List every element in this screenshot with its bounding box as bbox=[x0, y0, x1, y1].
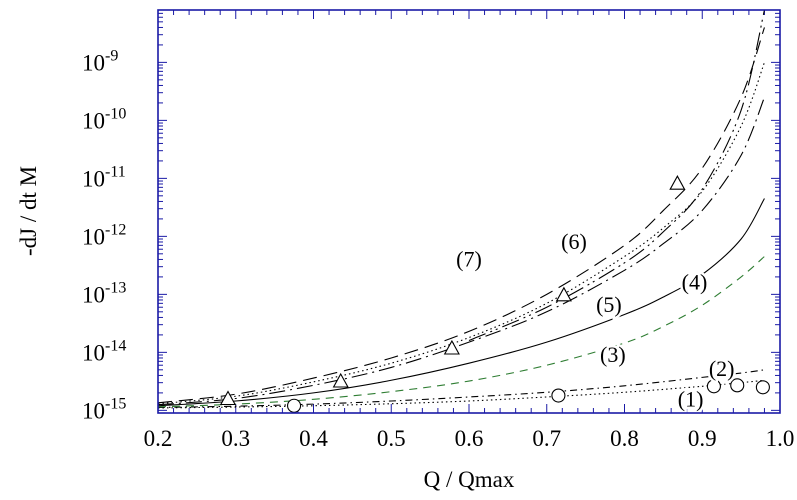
curve-label: (6) bbox=[561, 229, 587, 254]
triangle-marker bbox=[669, 175, 686, 190]
circle-marker bbox=[551, 388, 566, 403]
curve-label: (1) bbox=[678, 386, 704, 411]
x-tick-label: 0.6 bbox=[455, 426, 484, 451]
y-tick-label: 10-10 bbox=[82, 105, 126, 133]
circle-marker bbox=[755, 380, 770, 395]
plot-frame bbox=[157, 9, 781, 414]
y-tick-label: 10-12 bbox=[82, 221, 126, 249]
y-tick-label: 10-15 bbox=[82, 395, 126, 423]
x-tick-label: 0.4 bbox=[299, 426, 328, 451]
series-line bbox=[157, 369, 765, 409]
series-markers bbox=[219, 175, 770, 413]
series-line bbox=[157, 256, 765, 408]
curve-label: (2) bbox=[709, 356, 735, 381]
triangle-marker bbox=[332, 372, 349, 388]
series-line bbox=[157, 27, 765, 404]
x-tick-label: 0.8 bbox=[610, 426, 639, 451]
curve-label: (7) bbox=[456, 246, 482, 271]
curve-labels: (1)(2) (3) (4) (5) (6) (7) bbox=[454, 226, 737, 413]
series-line bbox=[157, 198, 765, 407]
triangle-marker bbox=[555, 286, 572, 302]
series-line bbox=[468, 9, 765, 342]
axis-ticks bbox=[157, 9, 781, 414]
y-tick-label: 10-14 bbox=[82, 337, 126, 365]
circle-marker bbox=[730, 378, 745, 393]
series-line bbox=[157, 379, 765, 409]
y-tick-label: 10-11 bbox=[82, 163, 126, 191]
circle-marker bbox=[706, 379, 721, 394]
series-curves bbox=[157, 9, 765, 409]
series-line bbox=[157, 97, 765, 406]
x-tick-labels: 0.2 0.3 0.4 0.5 0.6 0.7 0.8 0.9 1.0 bbox=[144, 426, 795, 451]
curve-label: (4) bbox=[682, 270, 708, 295]
y-tick-label: 10-13 bbox=[82, 279, 126, 307]
x-tick-label: 0.9 bbox=[688, 426, 717, 451]
triangle-marker bbox=[219, 390, 237, 406]
y-tick-label: 10-9 bbox=[82, 47, 118, 75]
x-tick-label: 0.2 bbox=[144, 426, 173, 451]
y-axis-title: -dJ / dt M bbox=[16, 166, 41, 256]
x-tick-label: 0.3 bbox=[221, 426, 250, 451]
curve-label: (3) bbox=[600, 342, 626, 367]
x-tick-label: 0.7 bbox=[532, 426, 561, 451]
triangle-marker bbox=[443, 339, 460, 355]
curve-label: (5) bbox=[596, 292, 622, 317]
y-tick-labels: 10-15 10-14 10-13 10-12 10-11 10-10 10-9 bbox=[82, 47, 126, 423]
x-tick-label: 0.5 bbox=[377, 426, 406, 451]
x-tick-label: 1.0 bbox=[766, 426, 795, 451]
x-axis-title: Q / Qmax bbox=[424, 467, 515, 492]
plot-background bbox=[158, 10, 780, 413]
circle-marker bbox=[287, 398, 302, 413]
series-line bbox=[157, 62, 765, 405]
